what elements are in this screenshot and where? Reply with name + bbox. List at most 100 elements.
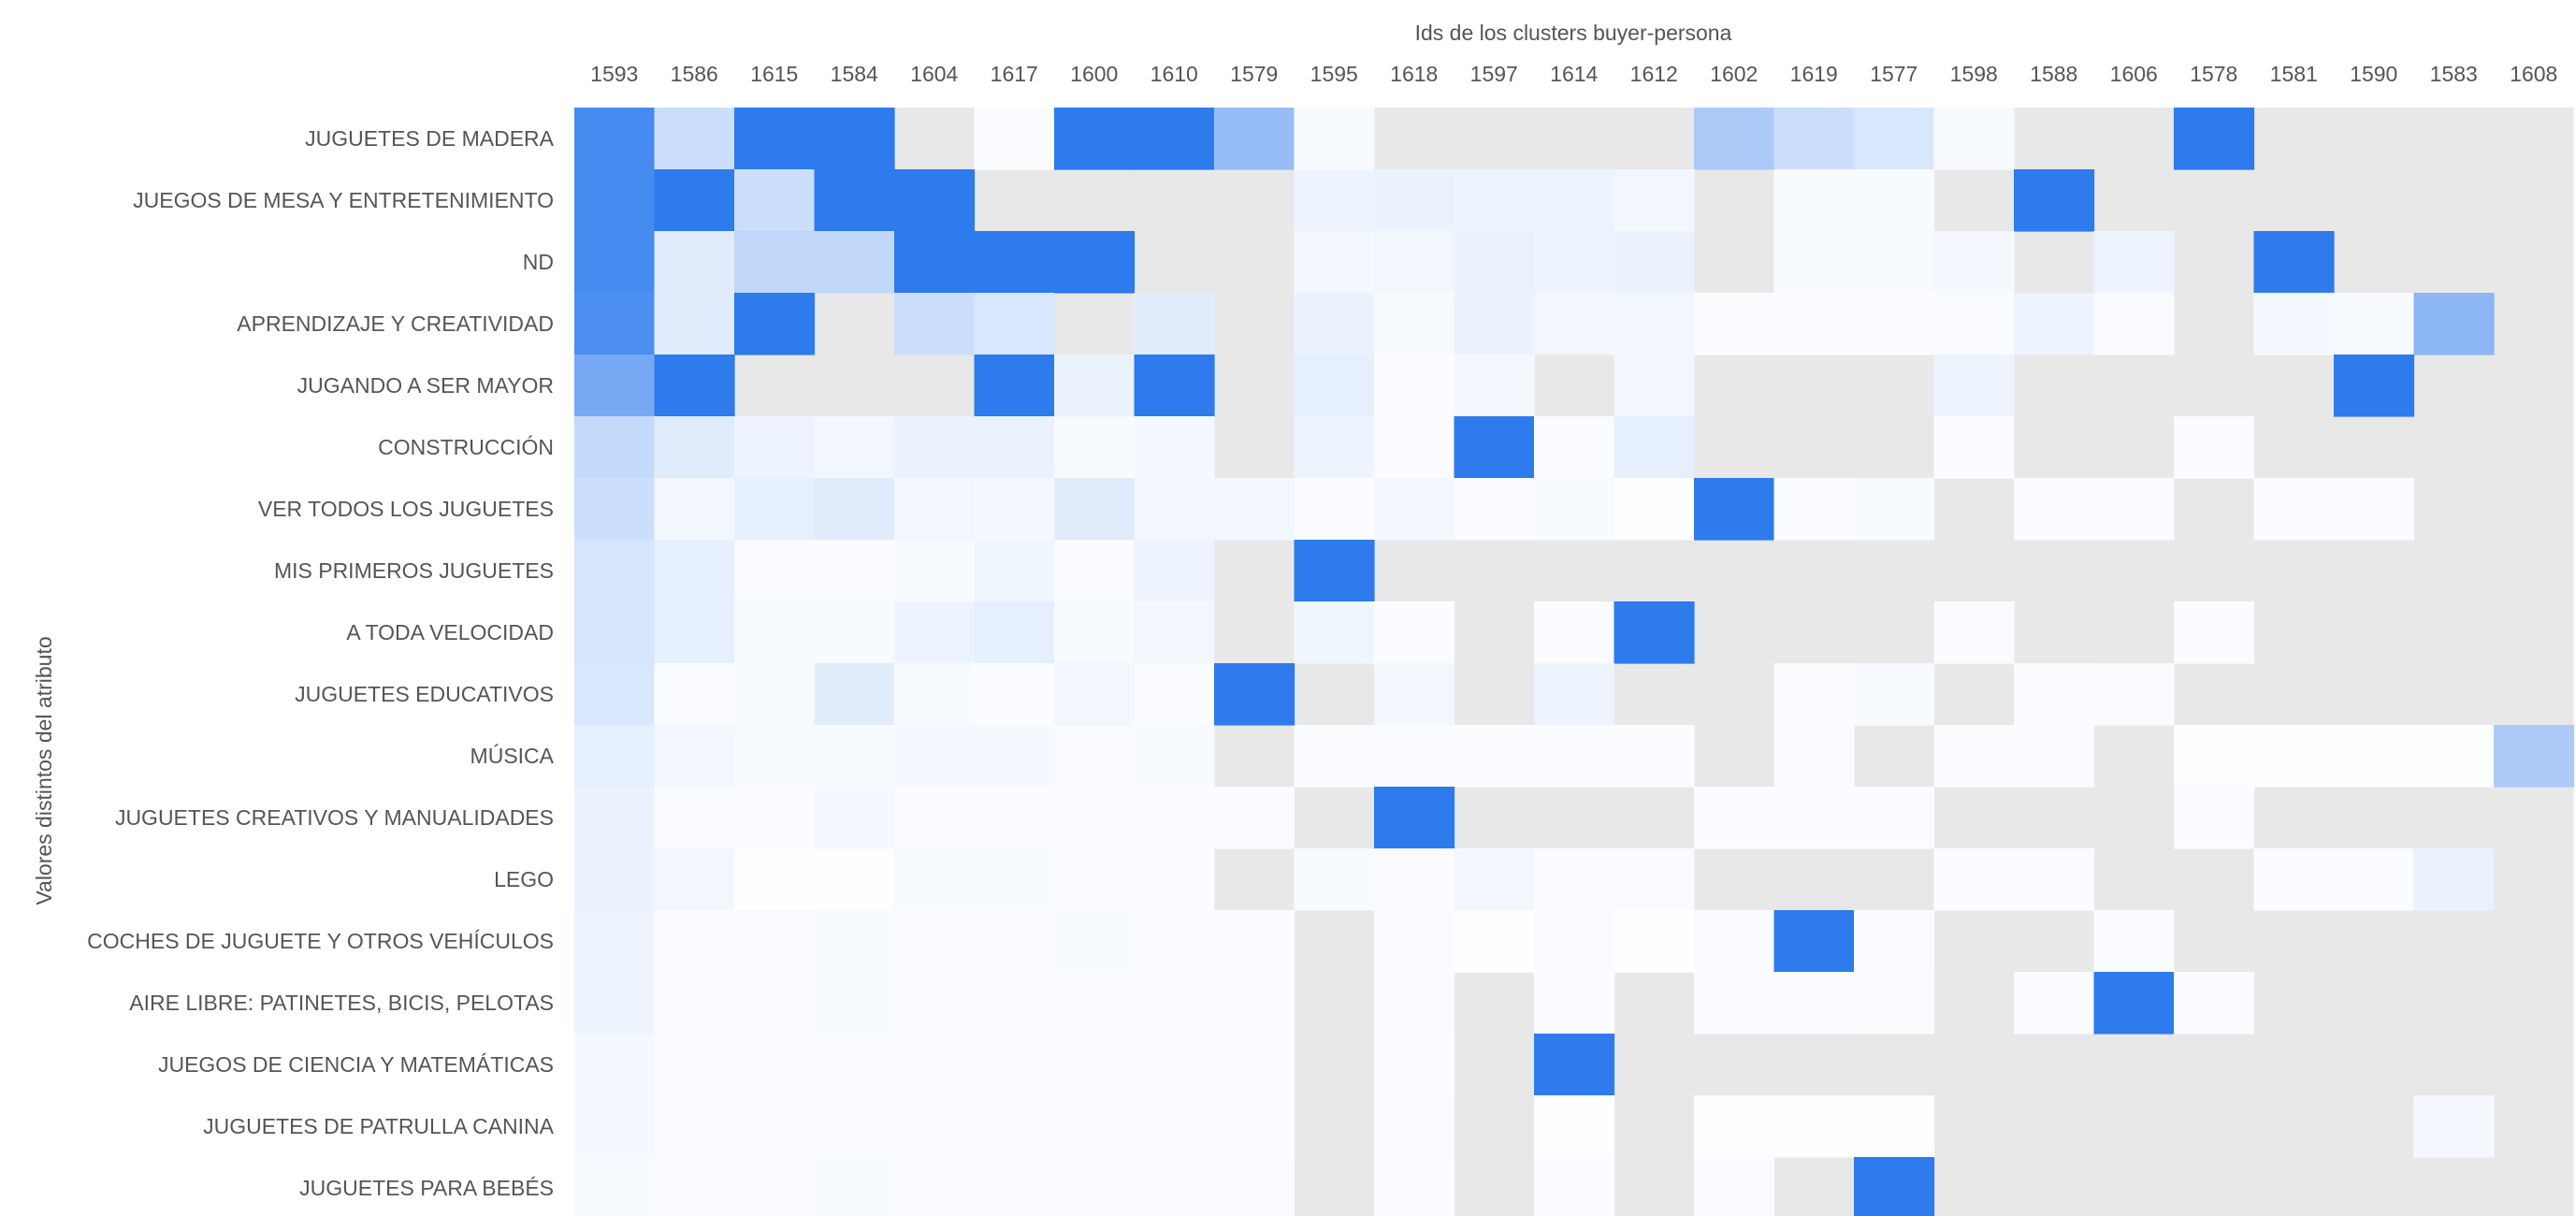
heatmap-cell: [814, 478, 895, 541]
heatmap-cell: [1134, 725, 1215, 788]
y-tick-label: JUGUETES CREATIVOS Y MANUALIDADES: [115, 805, 554, 830]
heatmap-cell: [1854, 231, 1935, 294]
heatmap-cell: [974, 478, 1055, 541]
heatmap-cell: [1294, 231, 1375, 294]
heatmap-cell: [1694, 293, 1775, 355]
heatmap-cell: [574, 478, 656, 541]
heatmap-cell: [654, 1157, 735, 1216]
heatmap-cell: [1614, 848, 1695, 911]
heatmap-cell: [734, 169, 816, 232]
heatmap-cell: [734, 1034, 816, 1096]
x-tick-label: 1614: [1550, 62, 1598, 86]
heatmap-cell: [574, 1034, 656, 1096]
heatmap-cell: [1694, 478, 1775, 541]
heatmap-cell: [1773, 910, 1855, 973]
heatmap-cell: [1933, 108, 2015, 170]
x-tick-label: 1590: [2350, 62, 2397, 86]
heatmap-cell: [2334, 355, 2415, 417]
heatmap-cell: [734, 293, 816, 355]
heatmap-cell: [814, 169, 895, 232]
heatmap-cell: [654, 663, 735, 726]
heatmap-cell: [2014, 848, 2095, 911]
heatmap-cell: [734, 848, 816, 911]
heatmap-cell: [1773, 663, 1855, 726]
heatmap-cell: [2014, 972, 2095, 1035]
heatmap-cell: [1773, 293, 1855, 355]
heatmap-cell: [1054, 540, 1136, 602]
heatmap-cell: [1854, 1157, 1935, 1216]
heatmap-cell: [1854, 293, 1935, 355]
heatmap-cell: [654, 601, 735, 664]
x-tick-label: 1615: [750, 62, 798, 86]
heatmap-cell: [1374, 231, 1455, 294]
heatmap-cell: [1134, 663, 1215, 726]
heatmap-cell: [734, 540, 816, 602]
heatmap-cell: [1534, 663, 1615, 726]
heatmap-cell: [734, 1095, 816, 1158]
heatmap-cell: [974, 416, 1055, 479]
heatmap-cell: [1374, 663, 1455, 726]
heatmap-cell: [1933, 725, 2015, 788]
heatmap-cell: [974, 293, 1055, 355]
heatmap-cell: [574, 1095, 656, 1158]
heatmap-cell: [1454, 355, 1535, 417]
heatmap-cell: [1134, 108, 1215, 170]
heatmap-cell: [1214, 478, 1295, 541]
heatmap-cell: [574, 725, 656, 788]
heatmap-cell: [974, 1095, 1055, 1158]
x-tick-label: 1602: [1710, 62, 1758, 86]
heatmap-cell: [1374, 169, 1455, 232]
heatmap-cell: [1214, 663, 1295, 726]
heatmap-cell: [1054, 787, 1136, 849]
heatmap-cell: [1773, 787, 1855, 849]
heatmap-cell: [2014, 169, 2095, 232]
heatmap-cell: [1374, 355, 1455, 417]
x-tick-label: 1600: [1070, 62, 1118, 86]
heatmap-cell: [1454, 416, 1535, 479]
heatmap-cell: [1534, 293, 1615, 355]
heatmap-cell: [574, 848, 656, 911]
heatmap-cell: [1214, 910, 1295, 973]
heatmap-cell: [1374, 416, 1455, 479]
heatmap-cell: [1374, 1157, 1455, 1216]
heatmap-cell: [1134, 1157, 1215, 1216]
heatmap-cell: [1534, 1095, 1615, 1158]
heatmap-cell: [814, 108, 895, 170]
heatmap-cell: [894, 1157, 976, 1216]
heatmap-cell: [1054, 848, 1136, 911]
x-tick-label: 1593: [590, 62, 638, 86]
heatmap-cell: [894, 1095, 976, 1158]
heatmap-cell: [2253, 848, 2335, 911]
heatmap-cell: [2093, 231, 2175, 294]
heatmap-cell: [1773, 108, 1855, 170]
heatmap-cell: [974, 108, 1055, 170]
x-tick-label: 1579: [1230, 62, 1278, 86]
y-tick-label: JUGUETES EDUCATIVOS: [295, 682, 554, 706]
heatmap-cell: [1294, 355, 1375, 417]
heatmap-cell: [974, 355, 1055, 417]
heatmap-cell: [1534, 910, 1615, 973]
heatmap-cell: [2174, 725, 2255, 788]
heatmap-cell: [2014, 293, 2095, 355]
heatmap-cell: [2334, 725, 2415, 788]
heatmap-cell: [894, 725, 976, 788]
heatmap-cell: [1854, 478, 1935, 541]
heatmap-cell: [654, 1034, 735, 1096]
heatmap-cell: [1854, 169, 1935, 232]
y-tick-label: JUGANDO A SER MAYOR: [297, 373, 554, 398]
heatmap-cell: [654, 416, 735, 479]
y-tick-label: JUGUETES DE PATRULLA CANINA: [203, 1114, 555, 1138]
y-tick-label: VER TODOS LOS JUGUETES: [258, 497, 554, 521]
heatmap-cell: [1374, 1095, 1455, 1158]
heatmap-cell: [1214, 1034, 1295, 1096]
heatmap-cell: [1773, 231, 1855, 294]
heatmap-cell: [2093, 910, 2175, 973]
heatmap-cell: [1054, 231, 1136, 294]
heatmap-cell: [734, 231, 816, 294]
heatmap-cell: [974, 540, 1055, 602]
heatmap-cell: [894, 1034, 976, 1096]
y-tick-label: APRENDIZAJE Y CREATIVIDAD: [237, 311, 554, 336]
x-tick-label: 1608: [2510, 62, 2557, 86]
heatmap-cell: [1294, 478, 1375, 541]
x-tick-labels: 1593 1586 1615 1584 1604 1617 1600 1610 1579 1595…: [590, 62, 2557, 86]
